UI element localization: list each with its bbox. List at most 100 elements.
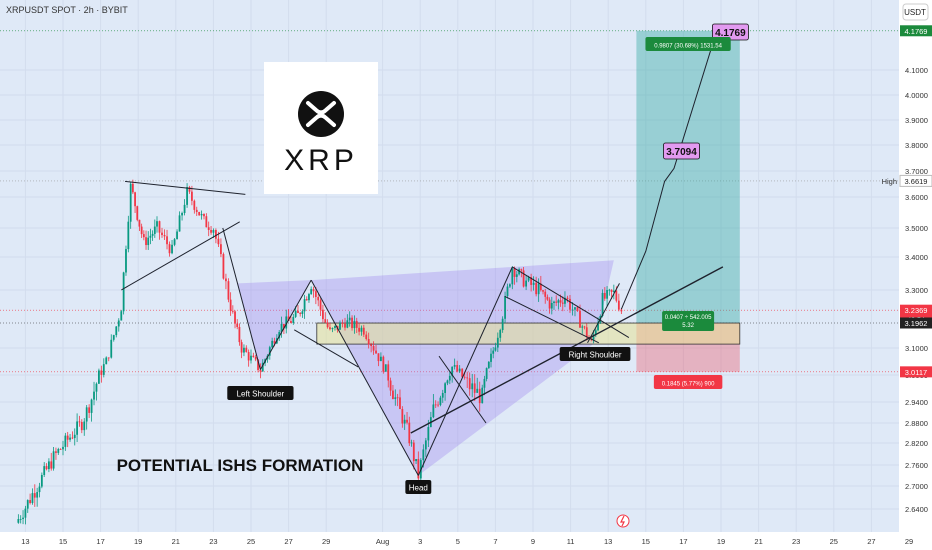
candle-body	[292, 316, 295, 323]
label-right-shoulder-bg	[559, 347, 631, 361]
candle-body	[458, 368, 461, 372]
candle-body	[339, 322, 341, 330]
candle-body	[437, 404, 439, 406]
candle-body	[473, 383, 476, 393]
target-zone	[636, 30, 740, 323]
candle-body	[574, 307, 576, 310]
candle-body	[19, 518, 22, 520]
price-badge-label: 4.1769	[905, 27, 928, 36]
x-tick-label: 3	[418, 537, 422, 546]
candle-body	[17, 519, 20, 523]
candle-body	[62, 446, 64, 450]
candle-body	[620, 309, 623, 312]
candle-body	[561, 302, 564, 304]
price-axis[interactable]	[899, 0, 932, 550]
y-tick-label: 3.9000	[905, 116, 928, 125]
candle-body	[581, 326, 584, 328]
candle-body	[530, 277, 533, 285]
trendline-top-left	[124, 180, 246, 195]
candle-body	[532, 282, 535, 285]
candle-body	[468, 378, 471, 390]
candle-body	[557, 300, 560, 303]
right-channel-bottom	[504, 295, 600, 344]
candle-body	[171, 244, 173, 254]
candle-body	[372, 346, 375, 351]
x-tick-label: 21	[172, 537, 180, 546]
candle-body	[392, 390, 394, 399]
candle-body	[324, 319, 327, 323]
x-tick-label: 19	[134, 537, 142, 546]
candle-body	[290, 320, 292, 323]
candle-body	[487, 361, 490, 369]
price-badge	[900, 317, 932, 329]
candle-body	[229, 299, 232, 311]
candle-body	[294, 310, 297, 317]
candle-body	[245, 347, 248, 353]
candle-body	[496, 337, 499, 348]
candle-body	[448, 375, 451, 381]
candle-body	[57, 449, 60, 453]
drawing-labels: Left Shoulder Head Right Shoulder 3.7094 4.1…	[227, 23, 749, 494]
time-axis[interactable]	[0, 532, 932, 550]
candle-body	[24, 508, 27, 518]
x-tick-label: 23	[792, 537, 800, 546]
x-tick-label: 25	[247, 537, 255, 546]
candle-body	[367, 339, 370, 345]
candle-body	[215, 230, 217, 239]
candle-body	[370, 344, 373, 347]
candle-body	[434, 404, 437, 406]
candle-body	[225, 278, 227, 282]
candle-body	[515, 274, 518, 277]
candle-body	[314, 291, 317, 297]
candle-body	[439, 397, 442, 405]
candle-body	[100, 370, 103, 375]
candle-body	[592, 334, 595, 340]
candle-body	[579, 310, 581, 328]
candle-body	[38, 486, 41, 493]
candle-body	[608, 289, 611, 291]
candle-body	[153, 226, 156, 234]
candle-body	[69, 437, 71, 440]
candle-body	[353, 320, 356, 329]
head-down	[310, 279, 419, 476]
candle-body	[326, 322, 329, 328]
candle-body	[200, 214, 203, 216]
candle-body	[585, 327, 588, 337]
label-target-1: 3.7094	[666, 147, 697, 158]
candle-body	[446, 380, 449, 384]
xrp-logo: XRP	[264, 62, 378, 194]
candle-body	[606, 290, 608, 299]
candle-body	[387, 364, 390, 381]
candle-body	[231, 310, 234, 312]
currency-button[interactable]	[902, 3, 929, 21]
symbol-title: XRPUSDT SPOT · 2h · BYBIT	[6, 5, 128, 15]
candle-body	[319, 300, 322, 310]
y-tick-label: 3.7000	[905, 167, 928, 176]
candle-body	[73, 434, 76, 439]
candle-body	[377, 353, 380, 362]
candle-body	[238, 326, 241, 343]
label-head-bg	[405, 480, 432, 494]
x-tick-label: 27	[284, 537, 292, 546]
channel-left	[293, 329, 359, 368]
y-tick-label: 2.8200	[905, 439, 928, 448]
label-mid-stats-bg	[662, 311, 715, 331]
candle-body	[451, 366, 454, 376]
candle-body	[597, 322, 599, 331]
candle-body	[384, 364, 387, 372]
price-badge	[900, 366, 932, 378]
lightning-icon[interactable]	[616, 514, 630, 528]
candle-body	[112, 335, 115, 340]
x-tick-label: 15	[59, 537, 67, 546]
candle-body	[444, 383, 447, 393]
candle-body	[247, 352, 250, 361]
candle-body	[317, 296, 320, 301]
x-tick-label: 5	[456, 537, 460, 546]
candle-body	[553, 301, 555, 303]
candle-body	[612, 290, 615, 292]
candle-body	[134, 192, 136, 207]
candle-body	[490, 353, 492, 362]
candle-body	[136, 206, 139, 220]
